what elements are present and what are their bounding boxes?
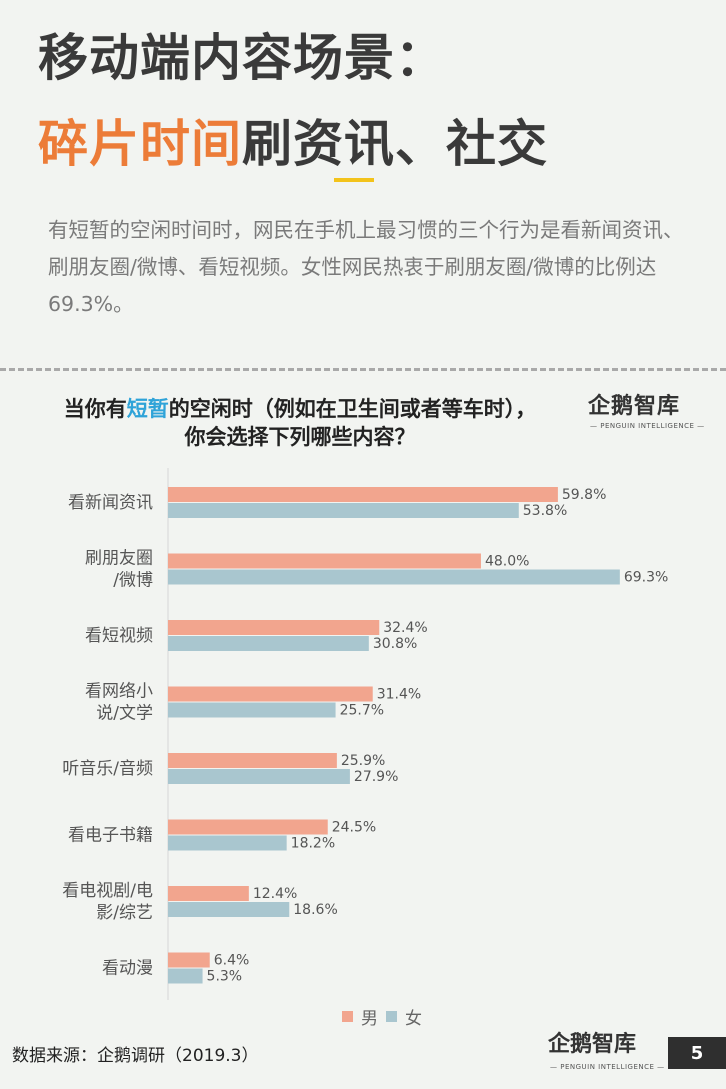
logo-name-bottom: 企鹅智库 bbox=[548, 1032, 637, 1057]
category-label: 看短视频 bbox=[85, 626, 153, 646]
data-label: 25.7% bbox=[340, 703, 384, 719]
category-label: 听音乐/音频 bbox=[62, 759, 153, 779]
legend-label-female: 女 bbox=[405, 1009, 422, 1029]
legend-label-male: 男 bbox=[361, 1009, 378, 1029]
data-label: 25.9% bbox=[341, 753, 385, 769]
data-label: 30.8% bbox=[373, 636, 417, 652]
legend-swatch-male bbox=[342, 1011, 353, 1022]
data-label: 5.3% bbox=[207, 969, 243, 985]
bar-male bbox=[168, 753, 337, 768]
bar-male bbox=[168, 952, 210, 968]
page-number: 5 bbox=[668, 1037, 726, 1069]
bar-male bbox=[168, 553, 481, 569]
logo-tagline: — PENGUIN INTELLIGENCE — bbox=[590, 422, 705, 430]
bar-female bbox=[168, 636, 369, 651]
bar-female bbox=[168, 569, 620, 585]
data-label: 59.8% bbox=[562, 487, 606, 503]
category-label: 看动漫 bbox=[102, 959, 153, 979]
title-accent: 碎片时间 bbox=[38, 115, 242, 173]
page-title-line2: 碎片时间刷资讯、社交 bbox=[38, 104, 548, 176]
bar-male bbox=[168, 686, 373, 702]
logo-tagline-bottom: — PENGUIN INTELLIGENCE — bbox=[550, 1063, 665, 1071]
data-label: 6.4% bbox=[214, 953, 250, 969]
category-label: 看电子书籍 bbox=[68, 826, 153, 846]
logo-name: 企鹅智库 bbox=[588, 394, 681, 419]
bar-female bbox=[168, 503, 519, 518]
legend-swatch-female bbox=[386, 1011, 397, 1022]
logo-top: 企鹅智库 — PENGUIN INTELLIGENCE — bbox=[588, 388, 704, 440]
category-label: 影/综艺 bbox=[96, 903, 153, 923]
category-label: 说/文学 bbox=[96, 704, 153, 724]
bar-male bbox=[168, 886, 249, 901]
bar-female bbox=[168, 968, 203, 984]
bar-chart: 看新闻资讯 59.8%53.8% 刷朋友圈/微博 48.0% 69.3% 看短视频 32.4… bbox=[62, 468, 668, 1000]
dashed-divider bbox=[0, 368, 726, 371]
title-rest: 刷资讯、社交 bbox=[242, 115, 548, 173]
data-label: 27.9% bbox=[354, 769, 398, 785]
category-label: 刷朋友圈 bbox=[85, 549, 153, 569]
chart-title-line2: 你会选择下列哪些内容？ bbox=[184, 425, 416, 449]
bar-female bbox=[168, 702, 336, 718]
page-title-line1: 移动端内容场景： bbox=[38, 29, 446, 87]
data-label: 53.8% bbox=[523, 503, 567, 519]
chart-title: 当你有短暂的空闲时（例如在卫生间或者等车时）， 你会选择下列哪些内容？ bbox=[20, 395, 580, 451]
data-source: 数据来源：企鹅调研（2019.3） bbox=[12, 1046, 259, 1066]
logo-bottom: 企鹅智库 — PENGUIN INTELLIGENCE — bbox=[548, 1026, 664, 1076]
category-label: 看新闻资讯 bbox=[68, 493, 153, 513]
chart-title-post: 的空闲时（例如在卫生间或者等车时）， bbox=[168, 397, 537, 421]
bar-male bbox=[168, 487, 558, 502]
bar-male bbox=[168, 819, 328, 835]
category-label: 看电视剧/电 bbox=[62, 881, 153, 901]
category-label: 看网络小 bbox=[85, 682, 153, 702]
data-label: 18.6% bbox=[293, 902, 337, 918]
chart-legend: 男 女 bbox=[342, 1004, 422, 1029]
data-label: 48.0% bbox=[485, 554, 529, 570]
title-underline bbox=[334, 178, 374, 182]
bar-female bbox=[168, 835, 287, 851]
bar-male bbox=[168, 620, 380, 635]
data-label: 24.5% bbox=[332, 820, 376, 836]
bar-female bbox=[168, 769, 350, 784]
chart-title-highlight: 短暂 bbox=[126, 397, 169, 421]
intro-text: 有短暂的空闲时间时，网民在手机上最习惯的三个行为是看新闻资讯、刷朋友圈/微博、看… bbox=[48, 218, 684, 316]
chart-title-pre: 当你有 bbox=[63, 397, 127, 421]
data-label: 69.3% bbox=[624, 570, 668, 586]
category-label: /微博 bbox=[113, 571, 153, 591]
data-label: 18.2% bbox=[291, 836, 335, 852]
data-label: 32.4% bbox=[383, 620, 427, 636]
data-label: 12.4% bbox=[253, 886, 297, 902]
data-label: 31.4% bbox=[377, 687, 421, 703]
bar-female bbox=[168, 902, 290, 917]
